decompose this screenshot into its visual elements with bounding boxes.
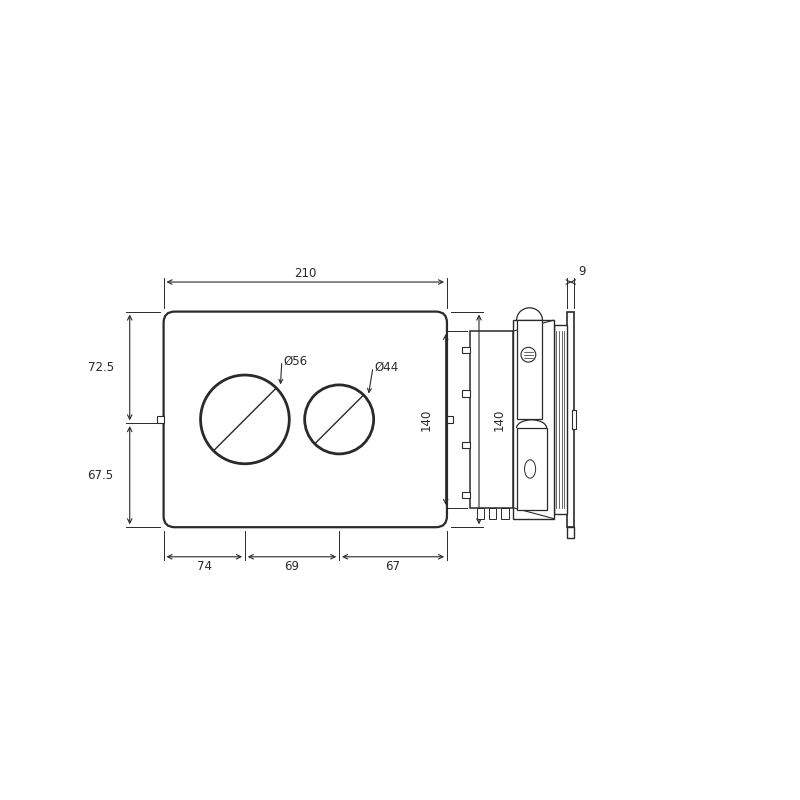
Bar [489, 508, 496, 519]
Ellipse shape [525, 460, 536, 478]
Text: 67.5: 67.5 [87, 469, 114, 482]
Bar [462, 347, 470, 354]
Bar [470, 331, 514, 508]
Bar [158, 416, 163, 423]
Bar [517, 428, 546, 510]
Bar [447, 416, 453, 423]
Bar [501, 508, 509, 519]
Bar [462, 492, 470, 498]
Bar [517, 320, 542, 419]
Text: 140: 140 [493, 408, 506, 430]
Text: 67: 67 [386, 559, 401, 573]
Text: Ø56: Ø56 [284, 354, 308, 367]
FancyBboxPatch shape [163, 312, 447, 527]
Text: 74: 74 [197, 559, 212, 573]
Bar [477, 508, 484, 519]
Bar [462, 390, 470, 397]
Text: Ø44: Ø44 [375, 361, 399, 374]
Bar [567, 312, 574, 527]
Bar [554, 325, 567, 514]
Bar [514, 320, 554, 518]
Text: 140: 140 [419, 408, 432, 430]
Text: 9: 9 [578, 266, 586, 278]
Bar [567, 527, 574, 538]
Text: 210: 210 [294, 267, 317, 280]
Text: 69: 69 [285, 559, 299, 573]
Bar [462, 442, 470, 448]
Text: 72.5: 72.5 [87, 361, 114, 374]
Bar [572, 410, 576, 429]
